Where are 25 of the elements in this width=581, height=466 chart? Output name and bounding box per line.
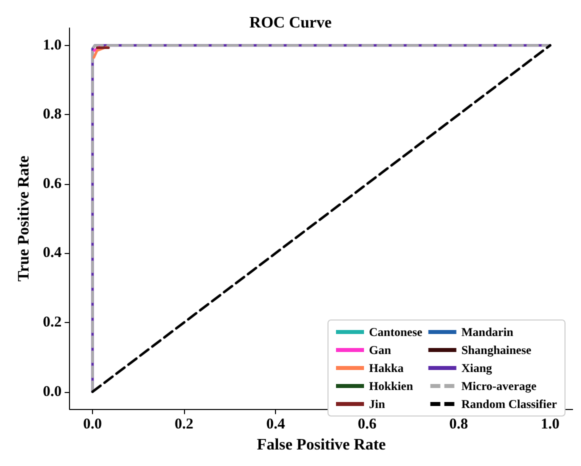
legend-label: Xiang (461, 361, 492, 375)
legend-label: Cantonese (369, 325, 424, 339)
legend-label: Micro-average (461, 379, 538, 393)
y-tick-label: 0.2 (42, 314, 62, 330)
legend-label: Random Classifier (461, 397, 558, 411)
x-tick-label: 1.0 (540, 416, 560, 433)
legend-label: Mandarin (461, 325, 514, 339)
legend-label: Gan (369, 343, 392, 357)
x-tick-label: 0.0 (83, 416, 102, 433)
chart-title: ROC Curve (249, 14, 332, 32)
x-tick-label: 0.6 (358, 416, 377, 433)
x-tick-label: 0.2 (174, 416, 194, 433)
legend-label: Hakka (369, 361, 404, 375)
legend-label: Hokkien (369, 379, 414, 393)
y-tick-label: 0.8 (42, 106, 62, 123)
x-tick-label: 0.8 (449, 416, 468, 433)
legend-label: Jin (369, 397, 386, 411)
y-tick-label: 0.4 (42, 245, 62, 262)
y-tick-label: 0.0 (42, 384, 62, 400)
y-tick-label: 1.0 (42, 37, 62, 54)
y-axis-title: True Positive Rate (16, 156, 32, 282)
legend-label: Shanghainese (461, 343, 532, 357)
y-tick-label: 0.6 (42, 176, 62, 192)
x-tick-label: 0.4 (266, 416, 286, 433)
x-axis-title: False Positive Rate (256, 436, 386, 454)
